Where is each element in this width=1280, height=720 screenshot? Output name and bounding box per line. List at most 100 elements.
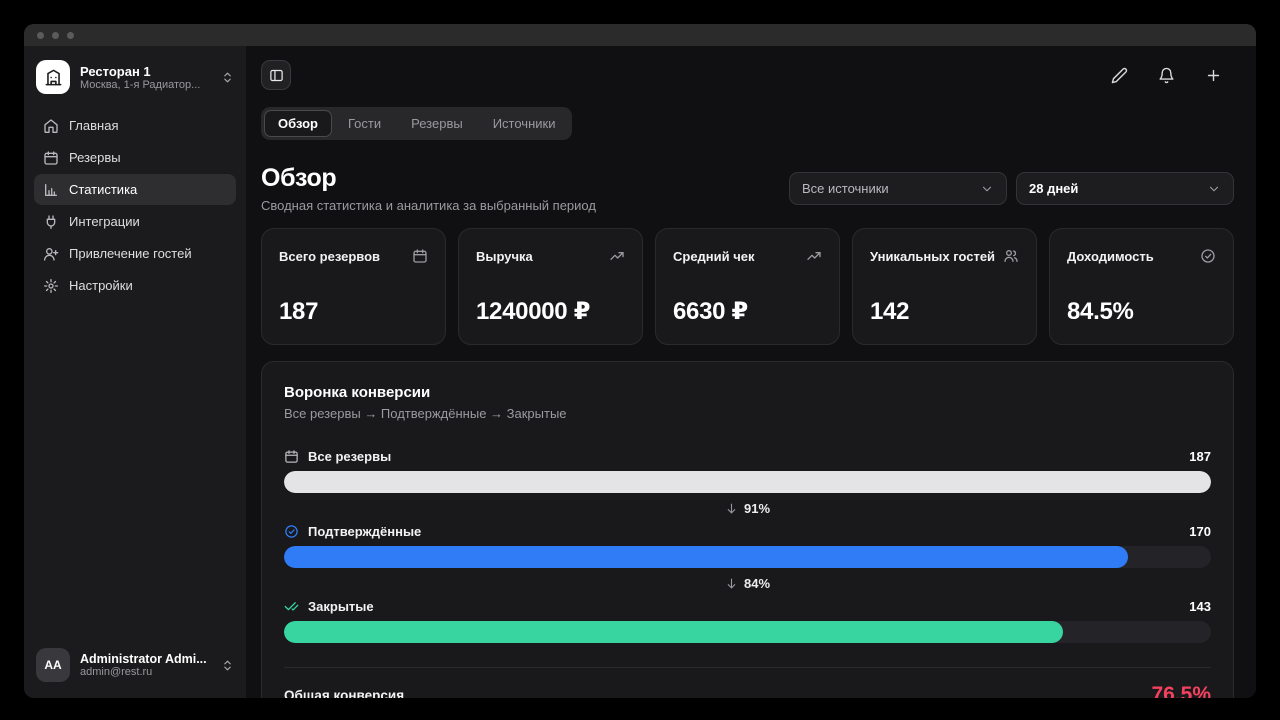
tab-guests[interactable]: Гости bbox=[348, 116, 382, 131]
tab-sources[interactable]: Источники bbox=[492, 116, 556, 131]
home-icon bbox=[43, 118, 59, 134]
chevrons-up-down-icon bbox=[221, 659, 234, 672]
sidebar-item-reserves[interactable]: Резервы bbox=[34, 142, 236, 173]
funnel-bar-fill bbox=[284, 546, 1128, 568]
period-select-value: 28 дней bbox=[1029, 181, 1079, 196]
add-button[interactable] bbox=[1205, 67, 1222, 84]
sidebar: Ресторан 1 Москва, 1-я Радиатор... Главн… bbox=[24, 46, 246, 698]
source-select[interactable]: Все источники bbox=[789, 172, 1007, 205]
funnel-stage-all-reserves: Все резервы 187 bbox=[284, 447, 1211, 493]
sidebar-nav: Главная Резервы Статистика bbox=[34, 110, 236, 301]
app-window: Ресторан 1 Москва, 1-я Радиатор... Главн… bbox=[24, 24, 1256, 698]
stat-card-show-rate: Доходимость 84.5% bbox=[1049, 228, 1234, 345]
sidebar-toggle-button[interactable] bbox=[261, 60, 291, 90]
stat-card-unique-guests: Уникальных гостей 142 bbox=[852, 228, 1037, 345]
stage-value: 170 bbox=[1189, 523, 1211, 539]
stat-label: Уникальных гостей bbox=[870, 248, 996, 264]
stat-card-revenue: Выручка 1240000 ₽ bbox=[458, 228, 643, 345]
total-conversion-label: Общая конверсия bbox=[284, 687, 405, 699]
sidebar-item-guest-acquisition[interactable]: Привлечение гостей bbox=[34, 238, 236, 269]
plug-icon bbox=[43, 214, 59, 230]
stat-value: 1240000 ₽ bbox=[476, 298, 591, 325]
stat-value: 142 bbox=[870, 298, 910, 325]
funnel-title: Воронка конверсии bbox=[284, 384, 431, 401]
transition-percent: 91% bbox=[743, 500, 771, 516]
pencil-icon bbox=[1111, 67, 1128, 84]
arrow-down-icon bbox=[725, 577, 738, 590]
check-check-icon bbox=[284, 599, 299, 614]
stage-label: Подтверждённые bbox=[308, 523, 422, 539]
circle-check-icon bbox=[284, 524, 299, 539]
stage-value: 187 bbox=[1189, 448, 1211, 464]
total-conversion-value: 76.5% bbox=[1151, 683, 1211, 698]
funnel-transition: 84% bbox=[284, 575, 1211, 591]
sidebar-item-label: Настройки bbox=[69, 278, 133, 293]
calendar-icon bbox=[43, 150, 59, 166]
section-tabs: Обзор Гости Резервы Источники bbox=[261, 107, 573, 140]
sidebar-item-label: Интеграции bbox=[69, 214, 140, 229]
stat-cards: Всего резервов 187 Выручка 1240000 bbox=[261, 228, 1234, 345]
sidebar-item-label: Резервы bbox=[69, 150, 121, 165]
funnel-bar-fill bbox=[284, 471, 1211, 493]
window-titlebar bbox=[24, 24, 1256, 46]
plus-icon bbox=[1205, 67, 1222, 84]
sidebar-item-label: Привлечение гостей bbox=[69, 246, 192, 261]
window-control-dot[interactable] bbox=[37, 31, 44, 39]
arrow-down-icon bbox=[725, 502, 738, 515]
funnel-subtitle: Все резервы → Подтверждённые → Закрытые bbox=[284, 406, 567, 421]
stat-label: Доходимость bbox=[1067, 248, 1154, 264]
chevrons-up-down-icon bbox=[221, 71, 234, 84]
divider bbox=[284, 667, 1211, 668]
period-select[interactable]: 28 дней bbox=[1016, 172, 1234, 205]
trending-up-icon bbox=[806, 248, 822, 264]
funnel-stage-confirmed: Подтверждённые 170 bbox=[284, 522, 1211, 568]
funnel-bar-fill bbox=[284, 621, 1063, 643]
sidebar-item-integrations[interactable]: Интеграции bbox=[34, 206, 236, 237]
calendar-icon bbox=[412, 248, 428, 264]
tab-reserves[interactable]: Резервы bbox=[411, 116, 463, 131]
sidebar-item-label: Статистика bbox=[69, 182, 138, 197]
conversion-funnel-card: Воронка конверсии Все резервы → Подтверж… bbox=[261, 361, 1234, 698]
stat-value: 84.5% bbox=[1067, 298, 1134, 325]
trending-up-icon bbox=[609, 248, 625, 264]
notifications-button[interactable] bbox=[1158, 67, 1175, 84]
restaurant-selector[interactable]: Ресторан 1 Москва, 1-я Радиатор... bbox=[34, 58, 236, 96]
tab-overview[interactable]: Обзор bbox=[264, 110, 332, 137]
funnel-stage-closed: Закрытые 143 bbox=[284, 597, 1211, 643]
user-menu[interactable]: AA Administrator Admi... admin@rest.ru bbox=[34, 646, 236, 684]
funnel-bar-track bbox=[284, 621, 1211, 643]
window-control-dot[interactable] bbox=[52, 31, 59, 39]
chevron-down-icon bbox=[1207, 182, 1221, 196]
stat-label: Средний чек bbox=[673, 248, 755, 264]
sidebar-item-settings[interactable]: Настройки bbox=[34, 270, 236, 301]
user-plus-icon bbox=[43, 246, 59, 262]
stat-value: 6630 ₽ bbox=[673, 298, 748, 325]
sidebar-item-statistics[interactable]: Статистика bbox=[34, 174, 236, 205]
funnel-bar-track bbox=[284, 471, 1211, 493]
edit-button[interactable] bbox=[1111, 67, 1128, 84]
funnel-bar-track bbox=[284, 546, 1211, 568]
user-name: Administrator Admi... bbox=[80, 652, 207, 666]
stat-card-total-reserves: Всего резервов 187 bbox=[261, 228, 446, 345]
chevron-down-icon bbox=[980, 182, 994, 196]
sidebar-item-label: Главная bbox=[69, 118, 119, 133]
stage-label: Закрытые bbox=[308, 598, 374, 614]
restaurant-address: Москва, 1-я Радиатор... bbox=[80, 78, 201, 91]
stat-label: Выручка bbox=[476, 248, 533, 264]
page-subtitle: Сводная статистика и аналитика за выбран… bbox=[261, 198, 596, 213]
main-content: Обзор Гости Резервы Источники Обзор Свод… bbox=[246, 46, 1256, 698]
window-control-dot[interactable] bbox=[67, 31, 74, 39]
panel-left-icon bbox=[269, 68, 284, 83]
circle-check-icon bbox=[1200, 248, 1216, 264]
stat-value: 187 bbox=[279, 298, 319, 325]
users-icon bbox=[1003, 248, 1019, 264]
stat-label: Всего резервов bbox=[279, 248, 381, 264]
user-email: admin@rest.ru bbox=[80, 666, 153, 678]
gear-icon bbox=[43, 278, 59, 294]
stage-value: 143 bbox=[1189, 598, 1211, 614]
page-title: Обзор bbox=[261, 164, 337, 192]
calendar-icon bbox=[284, 449, 299, 464]
avatar: AA bbox=[36, 648, 70, 682]
bar-chart-icon bbox=[43, 182, 59, 198]
sidebar-item-home[interactable]: Главная bbox=[34, 110, 236, 141]
